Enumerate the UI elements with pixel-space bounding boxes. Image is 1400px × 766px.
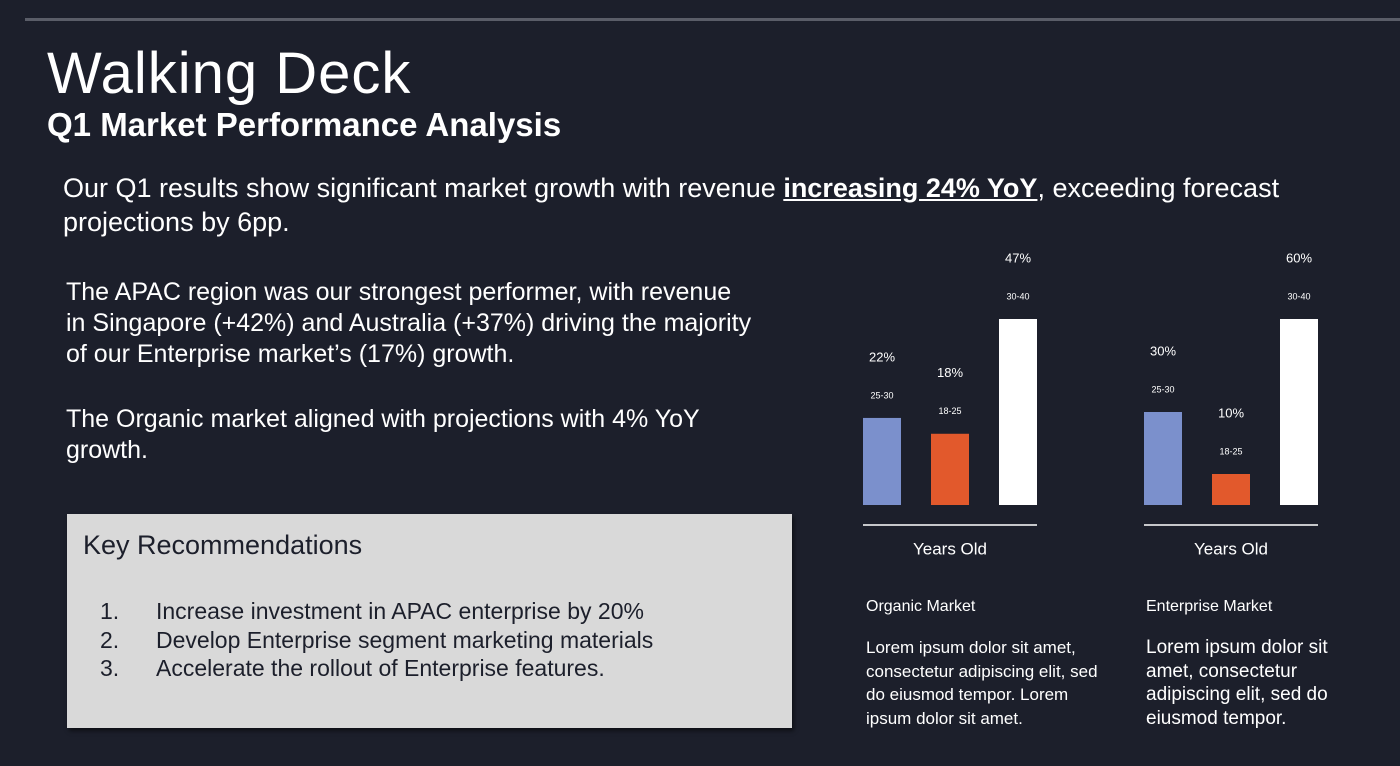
item-number: 3.	[100, 655, 120, 681]
bar	[863, 417, 901, 505]
value-label: 22%	[869, 349, 895, 364]
recommendations-title: Key Recommendations	[83, 530, 363, 560]
recommendations-box: Key Recommendations 1. Increase investme…	[67, 514, 792, 728]
category-label: 25-30	[870, 390, 893, 400]
value-label: 18%	[937, 365, 963, 380]
item-text: Accelerate the rollout of Enterprise fea…	[156, 655, 605, 681]
value-label: 47%	[1005, 250, 1031, 265]
bar	[1212, 474, 1250, 505]
item-text: Increase investment in APAC enterprise b…	[156, 598, 644, 624]
item-text: Develop Enterprise segment marketing mat…	[156, 627, 654, 653]
summary-text: Our Q1 results show significant market g…	[63, 173, 784, 203]
category-label: 25-30	[1151, 384, 1174, 394]
value-label: 10%	[1218, 405, 1244, 420]
item-number: 2.	[100, 627, 120, 653]
value-label: 30%	[1150, 343, 1176, 358]
body-paragraph: The Organic market aligned with projecti…	[66, 405, 700, 464]
bar	[1280, 319, 1318, 505]
category-label: 30-40	[1006, 291, 1029, 301]
chart-description: Lorem ipsum dolor sit amet, consectetur …	[1146, 637, 1328, 729]
summary: Our Q1 results show significant market g…	[63, 171, 1353, 239]
summary-highlight: increasing 24% YoY	[783, 173, 1038, 203]
x-axis-label: Years Old	[913, 539, 987, 558]
chart-description: Lorem ipsum dolor sit amet, consectetur …	[866, 638, 1098, 728]
summary-text: , exceeding forecast projections by 6pp.	[63, 173, 1280, 237]
body-paragraph: The APAC region was our strongest perfor…	[66, 278, 752, 368]
bar	[931, 433, 969, 505]
chart-title: Organic Market	[866, 598, 976, 615]
top-rule	[25, 18, 1400, 21]
bar	[999, 319, 1037, 505]
category-label: 30-40	[1287, 291, 1310, 301]
value-label: 60%	[1286, 250, 1312, 265]
item-number: 1.	[100, 598, 120, 624]
title: Walking Deck	[47, 41, 412, 106]
chart-title: Enterprise Market	[1146, 598, 1273, 615]
category-label: 18-25	[938, 406, 961, 416]
x-axis-label: Years Old	[1194, 539, 1268, 558]
subtitle: Q1 Market Performance Analysis	[47, 106, 562, 143]
bar	[1144, 412, 1182, 505]
category-label: 18-25	[1219, 446, 1242, 456]
